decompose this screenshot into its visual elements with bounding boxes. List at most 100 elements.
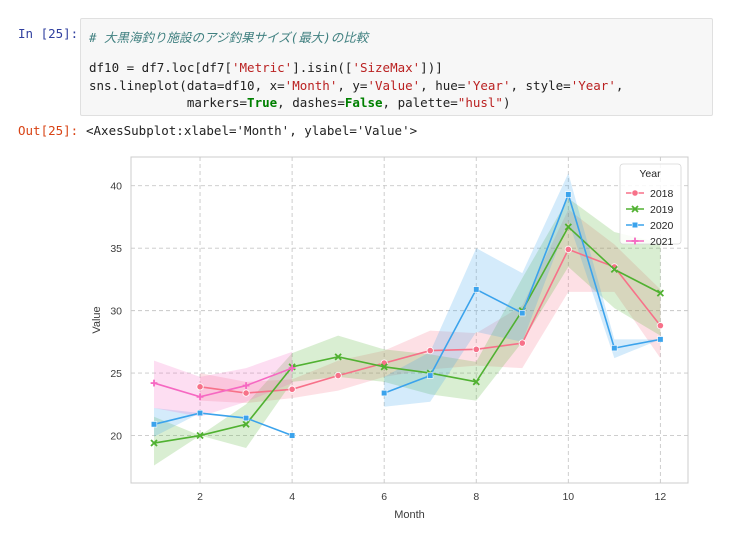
code-token: , hue=: [420, 78, 466, 93]
confidence-band: [154, 198, 661, 466]
legend-label: 2019: [650, 204, 674, 216]
output-prompt: Out[25]:: [18, 123, 79, 138]
code-editor[interactable]: # 大黒海釣り施設のアジ釣果サイズ(最大)の比較 df10 = df7.loc[…: [80, 18, 713, 116]
data-point-2020: [242, 414, 250, 422]
data-point-2019: [334, 353, 342, 361]
data-point-2020: [657, 336, 664, 343]
marker-stroke: [196, 431, 204, 440]
code-token: ): [502, 95, 511, 110]
code-token: , style=: [510, 78, 571, 93]
marker-stroke: [564, 223, 572, 231]
input-prompt: In [25]:: [18, 26, 79, 41]
code-token: markers=: [89, 95, 248, 110]
data-point-2018: [242, 389, 250, 397]
legend-marker: [631, 189, 639, 197]
code-line-1: # 大黒海釣り施設のアジ釣果サイズ(最大)の比較: [89, 27, 368, 46]
code-token: , dashes=: [277, 95, 345, 110]
code-string: 'SizeMax': [352, 60, 421, 75]
data-point-2020: [519, 310, 526, 317]
x-tick-label: 4: [289, 491, 295, 503]
legend-label: 2020: [650, 220, 674, 232]
marker-stroke: [334, 353, 342, 361]
legend-marker: [631, 205, 639, 213]
data-point-2019: [196, 431, 204, 440]
code-string: 'Metric': [232, 60, 293, 75]
legend-entry-2019: 2019: [626, 204, 674, 216]
data-point-2020: [427, 372, 434, 379]
confidence-band: [154, 351, 293, 417]
legend-title: Year: [639, 168, 661, 180]
y-axis-label: Value: [91, 306, 103, 333]
data-point-2021: [196, 393, 204, 401]
code-token: , palette=: [382, 95, 458, 110]
marker-stroke: [631, 205, 639, 213]
code-token: sns.lineplot(data=df10, x=: [89, 78, 285, 93]
legend-label: 2021: [650, 236, 674, 248]
marker-stroke: [242, 420, 250, 428]
data-point-2019: [242, 420, 250, 428]
code-keyword: True: [247, 95, 278, 110]
data-point-2018: [518, 339, 526, 347]
x-tick-label: 12: [655, 491, 667, 503]
x-tick-label: 10: [562, 491, 574, 503]
plot-area: [130, 156, 689, 484]
data-point-2018: [426, 347, 434, 355]
code-line-4: markers=True, dashes=False, palette="hus…: [89, 95, 511, 110]
data-point-2018: [564, 245, 572, 254]
code-token: ].isin([: [292, 60, 353, 75]
code-token: df10 = df7.loc[df7[: [89, 60, 232, 75]
legend-entry-2021: 2021: [626, 236, 674, 248]
code-string: "husl": [457, 95, 503, 110]
data-point-2019: [564, 223, 572, 231]
code-token: , y=: [337, 78, 368, 93]
legend-label: 2018: [650, 188, 674, 200]
code-string: 'Year': [570, 78, 616, 93]
marker-stroke: [656, 289, 665, 297]
y-tick-label: 25: [110, 368, 122, 380]
data-point-2019: [656, 289, 665, 297]
data-point-2021: [150, 379, 158, 387]
data-point-2020: [473, 286, 480, 293]
y-tick-label: 35: [110, 243, 122, 255]
code-string: 'Month': [284, 78, 338, 93]
data-point-2018: [288, 385, 296, 393]
series-line-2019: [153, 225, 661, 444]
y-tick-label: 40: [110, 181, 122, 193]
data-point-2021: [288, 364, 296, 372]
code-comment: # 大黒海釣り施設のアジ釣果サイズ(最大)の比較: [89, 30, 369, 45]
data-point-2020: [150, 421, 158, 428]
y-tick-label: 20: [110, 431, 122, 443]
y-tick-label: 30: [110, 306, 122, 318]
data-point-2020: [565, 191, 572, 198]
code-string: 'Year': [465, 78, 511, 93]
series-line-2021: [153, 367, 293, 398]
line-chart: 2 4 6 8 10 12 20 25 30 35 40 Month Value Year 2018 2019…: [91, 156, 689, 521]
marker-stroke: [610, 265, 618, 274]
code-string: 'Value': [367, 78, 421, 93]
marker-stroke: [472, 378, 480, 386]
data-point-2019: [380, 363, 388, 371]
code-line-2: df10 = df7.loc[df7['Metric'].isin(['Size…: [89, 60, 443, 75]
data-point-2020: [381, 389, 388, 397]
data-point-2021: [242, 382, 250, 389]
data-point-2018: [656, 322, 664, 330]
legend-marker: [631, 221, 639, 229]
confidence-band: [384, 173, 661, 407]
x-tick-label: 2: [197, 491, 203, 503]
legend-entry-2020: 2020: [626, 220, 674, 232]
data-point-2020: [289, 432, 296, 439]
code-token: ])]: [420, 60, 443, 75]
code-keyword: False: [344, 95, 383, 110]
data-point-2020: [611, 345, 618, 352]
marker-stroke: [380, 363, 388, 371]
code-line-3: sns.lineplot(data=df10, x='Month', y='Va…: [89, 78, 623, 93]
data-point-2019: [472, 378, 480, 386]
data-point-2018: [196, 383, 204, 391]
output-repr: <AxesSubplot:xlabel='Month', ylabel='Val…: [86, 123, 418, 138]
legend-marker: [631, 237, 639, 245]
data-point-2019: [150, 439, 158, 447]
x-tick-label: 6: [381, 491, 387, 503]
code-token: ,: [615, 78, 624, 93]
series-line-2020: [153, 412, 293, 437]
data-point-2019: [610, 265, 618, 274]
